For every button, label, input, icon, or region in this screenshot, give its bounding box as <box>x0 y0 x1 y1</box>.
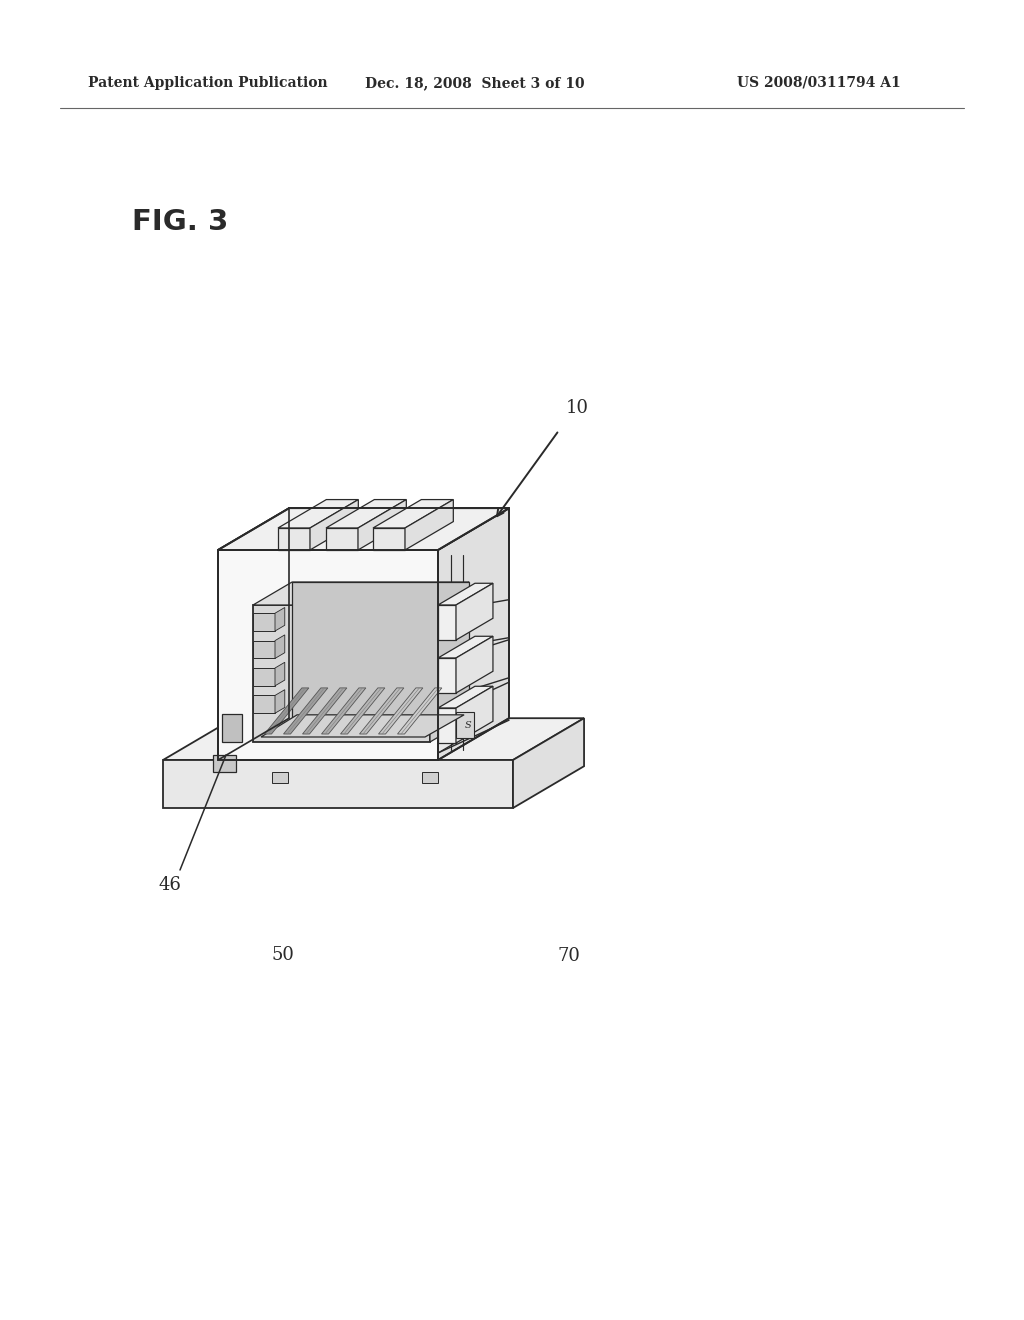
Text: 70: 70 <box>558 948 581 965</box>
Text: Patent Application Publication: Patent Application Publication <box>88 77 328 90</box>
Polygon shape <box>278 528 310 550</box>
Polygon shape <box>326 528 358 550</box>
Polygon shape <box>456 713 474 738</box>
Polygon shape <box>275 635 285 659</box>
Polygon shape <box>326 499 407 528</box>
Polygon shape <box>438 657 456 693</box>
Polygon shape <box>218 550 438 760</box>
Polygon shape <box>438 589 477 649</box>
Polygon shape <box>373 499 454 528</box>
Polygon shape <box>322 688 366 734</box>
Polygon shape <box>284 688 328 734</box>
Text: S: S <box>464 721 471 730</box>
Polygon shape <box>264 688 309 734</box>
Polygon shape <box>422 772 438 783</box>
Polygon shape <box>253 696 275 713</box>
Polygon shape <box>275 607 285 631</box>
Polygon shape <box>359 688 403 734</box>
Polygon shape <box>373 528 406 550</box>
Polygon shape <box>275 663 285 686</box>
Polygon shape <box>163 760 513 808</box>
Polygon shape <box>438 605 456 640</box>
Text: FIG. 3: FIG. 3 <box>132 209 228 236</box>
Polygon shape <box>456 636 493 693</box>
Polygon shape <box>253 640 275 659</box>
Polygon shape <box>397 688 442 734</box>
Polygon shape <box>358 499 407 550</box>
Polygon shape <box>379 688 423 734</box>
Polygon shape <box>218 508 509 550</box>
Polygon shape <box>438 508 509 760</box>
Polygon shape <box>438 639 477 700</box>
Polygon shape <box>438 692 477 752</box>
Polygon shape <box>253 614 275 631</box>
Polygon shape <box>213 755 236 772</box>
Polygon shape <box>275 689 285 713</box>
Polygon shape <box>438 583 493 605</box>
Polygon shape <box>302 688 347 734</box>
Polygon shape <box>292 582 469 719</box>
Polygon shape <box>253 605 430 742</box>
Polygon shape <box>253 582 469 605</box>
Polygon shape <box>253 668 275 686</box>
Polygon shape <box>310 499 358 550</box>
Text: Dec. 18, 2008  Sheet 3 of 10: Dec. 18, 2008 Sheet 3 of 10 <box>365 77 585 90</box>
Polygon shape <box>261 715 464 737</box>
Polygon shape <box>513 718 584 808</box>
Polygon shape <box>438 686 493 708</box>
Polygon shape <box>218 508 289 760</box>
Polygon shape <box>222 714 242 742</box>
Text: 50: 50 <box>271 946 295 964</box>
Text: 10: 10 <box>565 399 589 417</box>
Polygon shape <box>406 499 454 550</box>
Polygon shape <box>430 582 469 742</box>
Polygon shape <box>456 686 493 743</box>
Text: 46: 46 <box>159 876 181 894</box>
Polygon shape <box>341 688 385 734</box>
Polygon shape <box>438 708 456 743</box>
Polygon shape <box>272 772 288 783</box>
Polygon shape <box>278 499 358 528</box>
Polygon shape <box>163 718 584 760</box>
Text: US 2008/0311794 A1: US 2008/0311794 A1 <box>737 77 901 90</box>
Polygon shape <box>438 636 493 657</box>
Polygon shape <box>456 583 493 640</box>
